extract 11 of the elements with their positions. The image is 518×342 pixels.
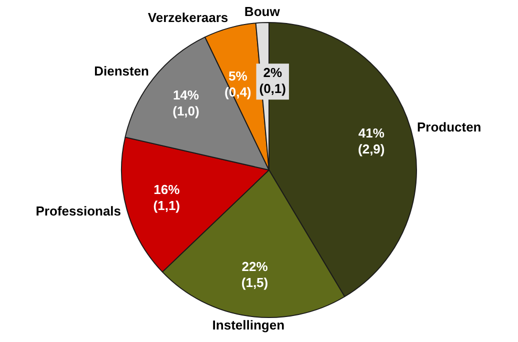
slice-label: Instellingen: [212, 318, 285, 333]
slice-label: Diensten: [94, 63, 150, 78]
data-label: 22% (1,5): [241, 258, 268, 290]
slice-label: Professionals: [36, 203, 122, 218]
slice-label: Producten: [416, 120, 482, 135]
slice-label: Bouw: [244, 4, 281, 20]
data-label: 14% (1,0): [172, 87, 200, 118]
data-label: 16% (1,1): [153, 182, 180, 213]
data-label: 2% (0,1): [259, 65, 286, 96]
data-label: 41% (2,9): [358, 125, 385, 156]
slice-label: Verzekeraars: [148, 10, 228, 25]
